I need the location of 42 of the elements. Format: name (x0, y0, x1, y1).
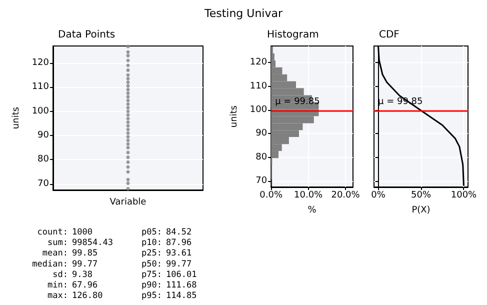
text: p50: 99.77 (142, 259, 192, 270)
y-tick-label: 70 (38, 178, 50, 189)
text: p10: 87.96 (142, 238, 192, 248)
y-tick-label: 80 (38, 154, 50, 165)
x-tick-label: 50% (410, 190, 432, 200)
text: p90: 111.68 (142, 280, 197, 290)
text: p25: 93.61 (142, 248, 192, 259)
y-axis-title: units (230, 105, 240, 128)
text: p75: 106.01 (142, 270, 197, 280)
text: Testing Univar (203, 7, 283, 20)
y-tick-label: 110 (32, 82, 50, 92)
y-tick-label: 90 (256, 128, 268, 139)
y-tick-label: 100 (32, 106, 50, 116)
x-tick-label: 20.0% (331, 190, 360, 200)
x-axis-title: % (308, 206, 317, 216)
text: p95: 114.85 (142, 291, 197, 302)
y-tick-label: 80 (256, 152, 268, 162)
chart-title: CDF (379, 30, 400, 40)
chart-title: Data Points (58, 30, 116, 40)
y-axis-title: units (11, 106, 22, 130)
y-tick-label: 70 (256, 176, 268, 186)
text: median: 99.77 (32, 259, 98, 270)
y-tick-label: 120 (32, 58, 50, 68)
y-tick-label: 110 (250, 81, 268, 92)
text: max: 126.80 (48, 291, 103, 302)
text: min: 67.96 (48, 280, 98, 290)
x-axis-title: P(X) (412, 206, 430, 216)
x-tick-label: 0.0% (260, 190, 283, 200)
text: sd: 9.38 (52, 270, 92, 280)
y-tick-label: 90 (38, 130, 50, 141)
chart-title: Histogram (267, 30, 319, 40)
ref-line-label: μ = 99.85 (275, 96, 320, 107)
x-tick-label: Variable (110, 198, 147, 208)
x-tick-label: 0% (371, 190, 386, 200)
x-tick-label: 10.0% (294, 190, 324, 200)
y-tick-label: 120 (250, 58, 268, 68)
text: mean: 99.85 (42, 248, 98, 259)
text: p05: 84.52 (142, 228, 192, 238)
x-tick-label: 100% (450, 190, 478, 200)
y-tick-label: 100 (250, 104, 268, 115)
text: sum: 99854.43 (48, 238, 113, 248)
text: count: 1000 (37, 228, 92, 238)
